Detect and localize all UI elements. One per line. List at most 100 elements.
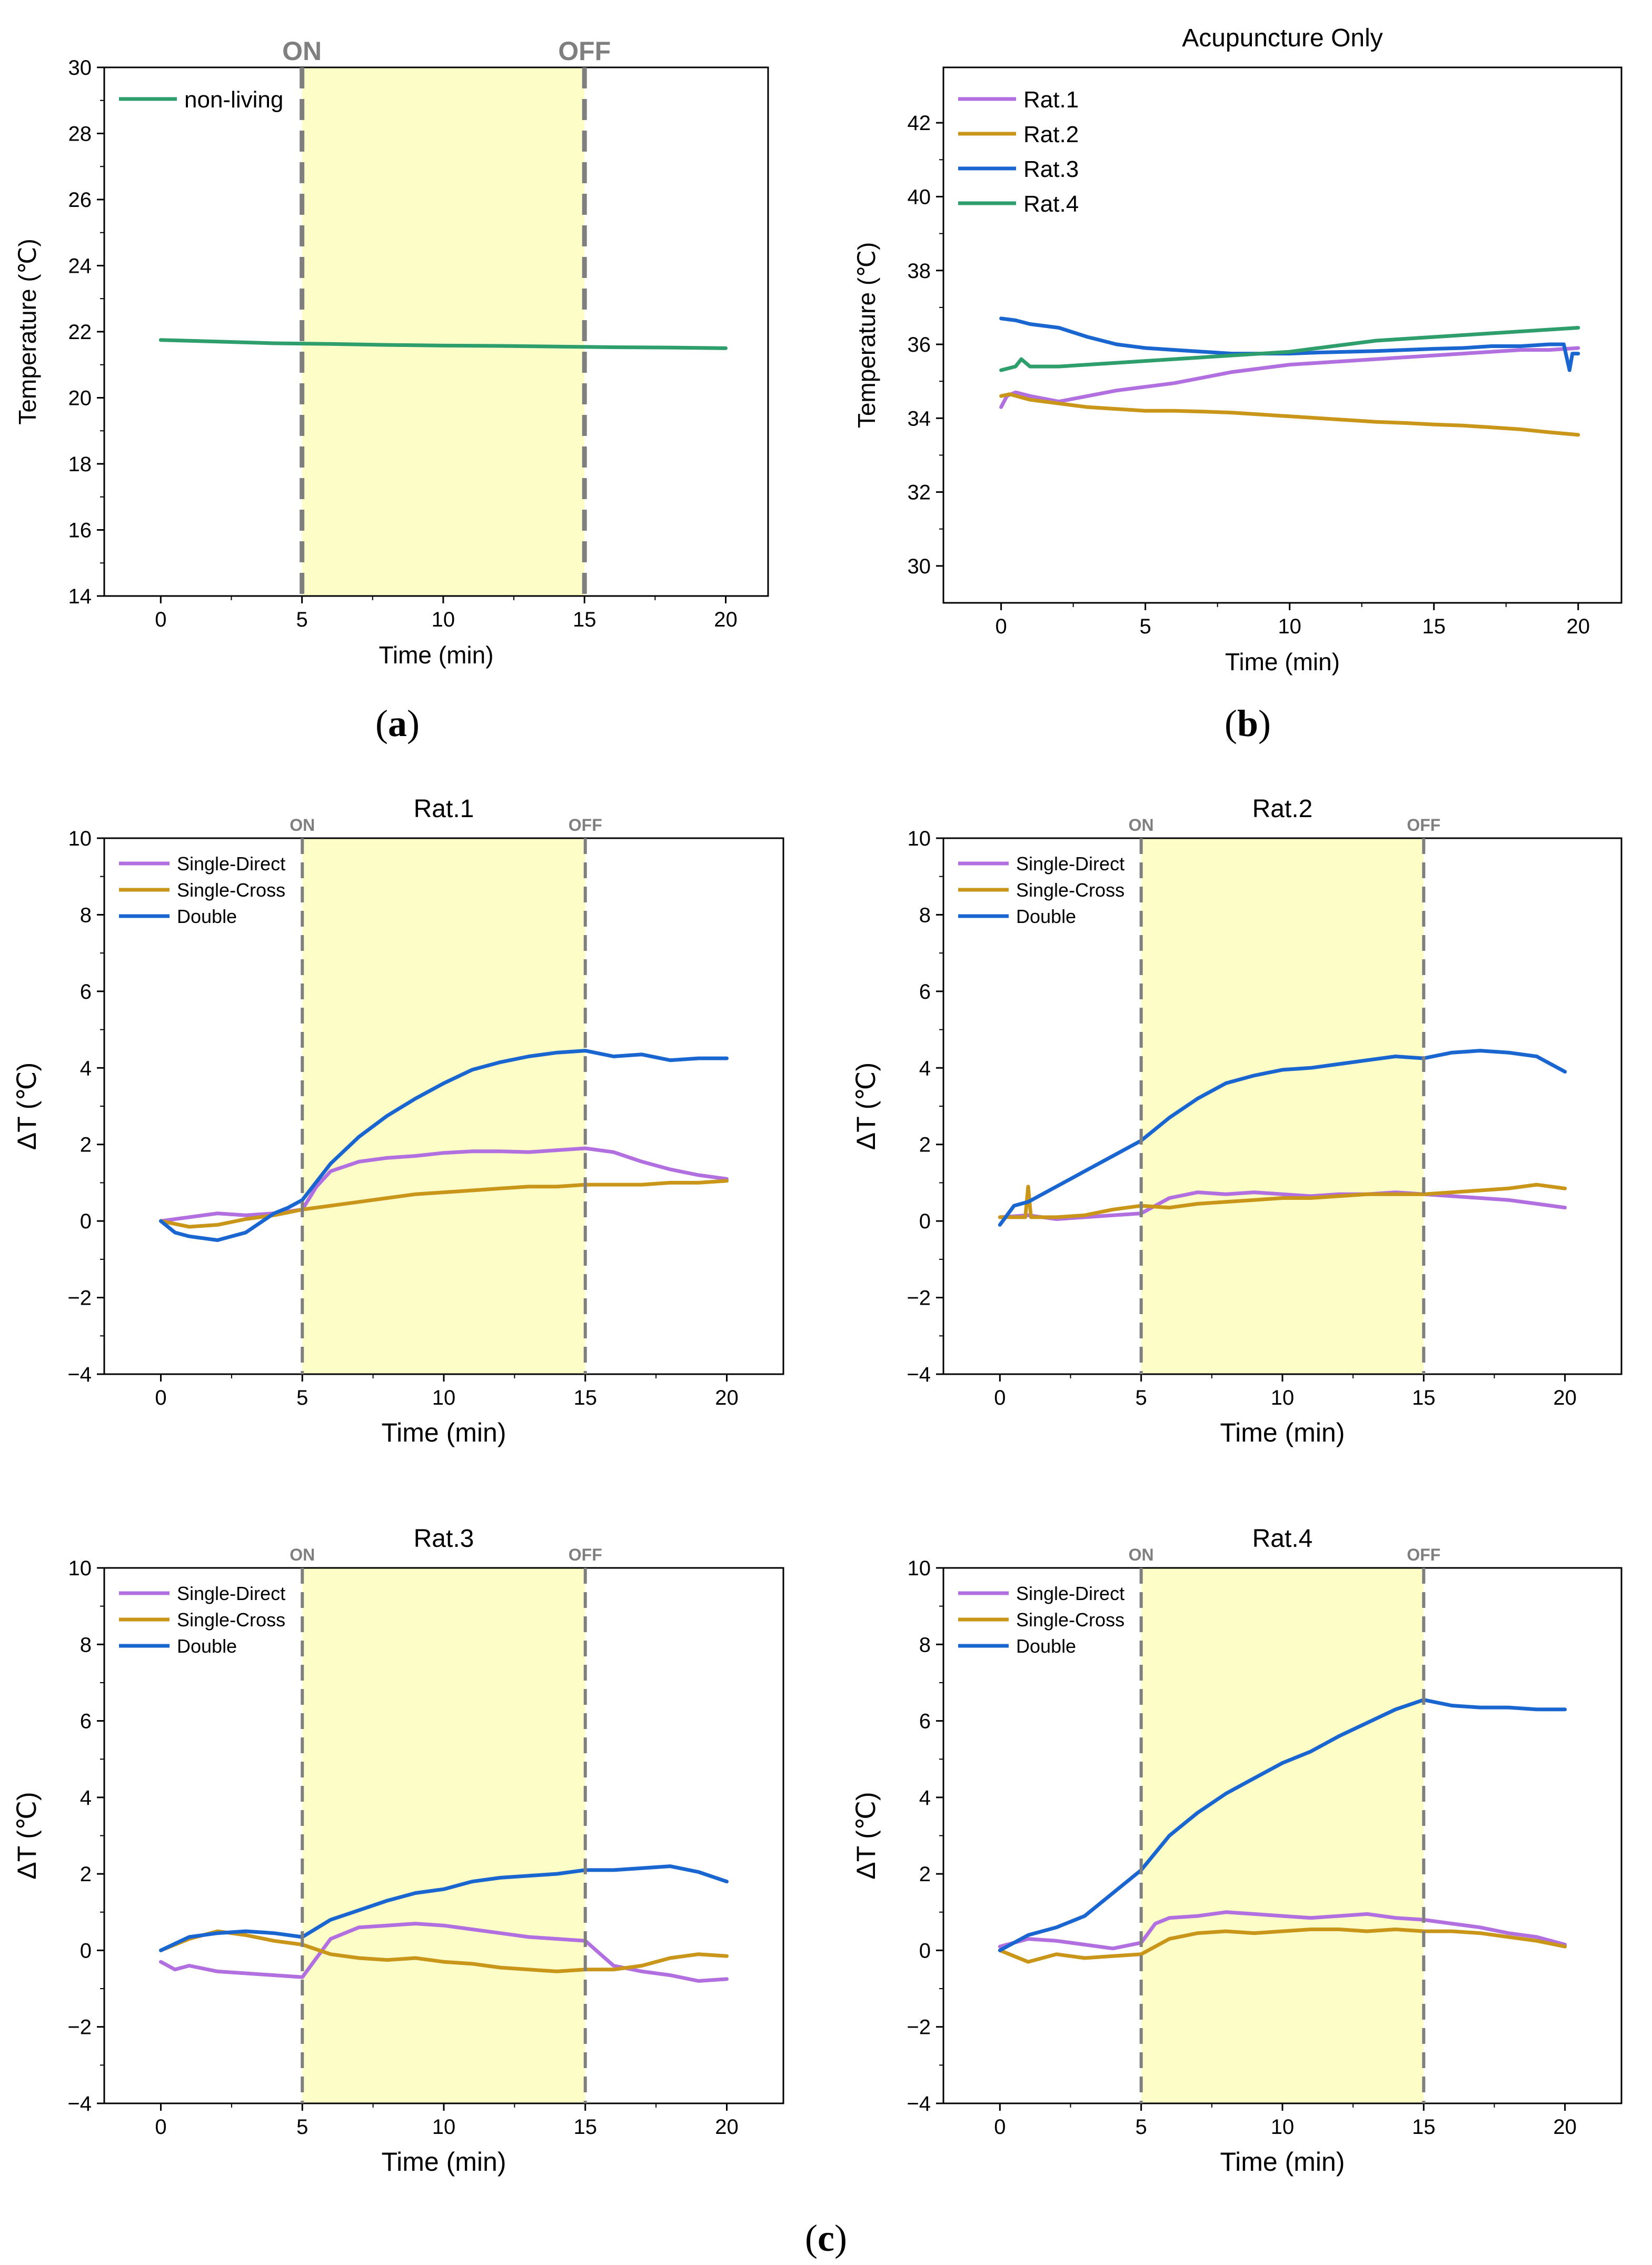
y-tick-label: 4 bbox=[80, 1786, 92, 1810]
legend-label: Single-Direct bbox=[1016, 853, 1124, 875]
series-line-single-direct bbox=[159, 1146, 729, 1223]
series-line-double bbox=[159, 1864, 729, 1952]
legend-label: Double bbox=[1016, 906, 1076, 927]
legend-label: non-living bbox=[184, 87, 283, 113]
chart-title: Acupuncture Only bbox=[1182, 24, 1383, 52]
y-tick-label: 32 bbox=[908, 481, 931, 504]
x-tick-label: 20 bbox=[714, 608, 738, 631]
y-tick-label: 6 bbox=[919, 1710, 931, 1733]
chart-title: Rat.2 bbox=[1252, 795, 1313, 823]
panel-label-a: (a) bbox=[375, 702, 420, 744]
y-axis-label: ΔT (℃) bbox=[851, 1792, 881, 1879]
x-tick-label: 10 bbox=[1278, 615, 1301, 638]
y-tick-label: 0 bbox=[919, 1939, 931, 1962]
chart-rat4: 0 5 10 15 20 −4 −2 0 2 4 6 8 10 Time (min) ΔT (℃) Rat.4… bbox=[851, 1525, 1623, 2177]
y-tick-label: −2 bbox=[67, 2016, 92, 2039]
series-line-non-living bbox=[158, 338, 728, 350]
y-axis-label: Temperature (℃) bbox=[853, 242, 880, 428]
y-tick-label: 10 bbox=[68, 1557, 92, 1580]
off-marker-label: OFF bbox=[569, 816, 602, 835]
series-line-rat-2 bbox=[999, 392, 1580, 437]
x-tick-label: 0 bbox=[994, 2115, 1006, 2139]
off-marker-label: OFF bbox=[558, 36, 611, 66]
y-axis-label: Temperature (℃) bbox=[14, 239, 41, 424]
x-tick-label: 10 bbox=[432, 1386, 456, 1409]
off-marker-label: OFF bbox=[1407, 816, 1440, 835]
y-tick-label: 6 bbox=[80, 980, 92, 1004]
series-line-rat-1 bbox=[999, 346, 1580, 409]
x-axis-label: Time (min) bbox=[379, 641, 493, 669]
y-tick-label: 0 bbox=[80, 1210, 92, 1233]
series-line-rat-4 bbox=[999, 326, 1580, 372]
x-tick-label: 10 bbox=[432, 2115, 456, 2139]
on-marker-label: ON bbox=[282, 36, 322, 66]
off-marker-label: OFF bbox=[1407, 1545, 1440, 1564]
y-tick-label: 18 bbox=[68, 453, 92, 476]
y-tick-label: 28 bbox=[68, 123, 92, 146]
y-tick-label: 4 bbox=[919, 1057, 931, 1080]
series-line-single-cross bbox=[998, 1928, 1567, 1964]
y-tick-label: 8 bbox=[80, 903, 92, 927]
y-tick-label: −2 bbox=[907, 1287, 931, 1310]
series-line-single-cross bbox=[998, 1183, 1567, 1219]
legend-label: Rat.3 bbox=[1023, 156, 1079, 182]
x-tick-label: 5 bbox=[1136, 2115, 1147, 2139]
series-line-double bbox=[998, 1698, 1567, 1952]
panel-label-b-letter: b bbox=[1237, 702, 1258, 744]
x-tick-label: 5 bbox=[1136, 1386, 1147, 1409]
stimulation-window bbox=[302, 838, 585, 1374]
y-tick-label: 36 bbox=[908, 333, 931, 356]
on-marker-label: ON bbox=[1129, 1545, 1154, 1564]
y-tick-label: 6 bbox=[919, 980, 931, 1004]
x-tick-label: 15 bbox=[1412, 1386, 1436, 1409]
y-axis-label: ΔT (℃) bbox=[12, 1792, 42, 1879]
y-tick-label: 2 bbox=[919, 1134, 931, 1157]
x-tick-label: 10 bbox=[432, 608, 455, 631]
panel-label-c-letter: c bbox=[818, 2217, 834, 2259]
panel-label-b: (b) bbox=[1225, 702, 1271, 744]
stimulation-window bbox=[302, 1568, 585, 2103]
y-tick-label: 14 bbox=[68, 585, 92, 608]
y-tick-label: 8 bbox=[919, 903, 931, 927]
y-tick-label: −4 bbox=[907, 2092, 931, 2115]
x-tick-label: 15 bbox=[1422, 615, 1446, 638]
y-tick-label: 8 bbox=[80, 1633, 92, 1656]
x-tick-label: 20 bbox=[1553, 2115, 1577, 2139]
x-tick-label: 20 bbox=[715, 1386, 739, 1409]
stimulation-window bbox=[1141, 1568, 1424, 2103]
y-tick-label: 34 bbox=[908, 407, 931, 430]
x-tick-label: 15 bbox=[574, 2115, 598, 2139]
x-tick-label: 20 bbox=[1567, 615, 1590, 638]
y-tick-label: −4 bbox=[67, 2092, 92, 2115]
chart-title: Rat.1 bbox=[414, 795, 474, 823]
y-tick-label: −4 bbox=[67, 1363, 92, 1386]
y-tick-label: 4 bbox=[919, 1786, 931, 1810]
x-tick-label: 15 bbox=[573, 608, 596, 631]
x-tick-label: 0 bbox=[994, 1386, 1006, 1409]
off-marker-label: OFF bbox=[569, 1545, 602, 1564]
x-tick-label: 5 bbox=[296, 2115, 308, 2139]
legend-label: Single-Cross bbox=[1016, 1609, 1124, 1631]
legend-label: Double bbox=[177, 1635, 237, 1657]
y-tick-label: 30 bbox=[908, 555, 931, 578]
chart-title: Rat.4 bbox=[1252, 1525, 1313, 1553]
legend-label: Rat.1 bbox=[1023, 87, 1079, 113]
y-axis-label: ΔT (℃) bbox=[851, 1062, 881, 1150]
x-tick-label: 15 bbox=[1412, 2115, 1436, 2139]
chart-panel-b: 0 5 10 15 20 30 32 34 36 38 40 42 Time (min) Temperat… bbox=[853, 24, 1623, 675]
x-tick-label: 5 bbox=[296, 608, 307, 631]
x-tick-label: 0 bbox=[155, 1386, 166, 1409]
chart-title: Rat.3 bbox=[414, 1525, 474, 1553]
stimulation-window bbox=[302, 67, 585, 596]
legend-label: Single-Cross bbox=[177, 879, 285, 901]
y-tick-label: 22 bbox=[68, 321, 92, 344]
legend-label: Single-Cross bbox=[1016, 879, 1124, 901]
y-tick-label: 42 bbox=[908, 112, 931, 135]
series-line-double bbox=[159, 1049, 729, 1242]
y-tick-label: 10 bbox=[908, 1557, 931, 1580]
series-line-single-direct bbox=[998, 1910, 1567, 1951]
y-tick-label: −4 bbox=[907, 1363, 931, 1386]
on-marker-label: ON bbox=[1129, 816, 1154, 835]
x-tick-label: 0 bbox=[155, 2115, 166, 2139]
